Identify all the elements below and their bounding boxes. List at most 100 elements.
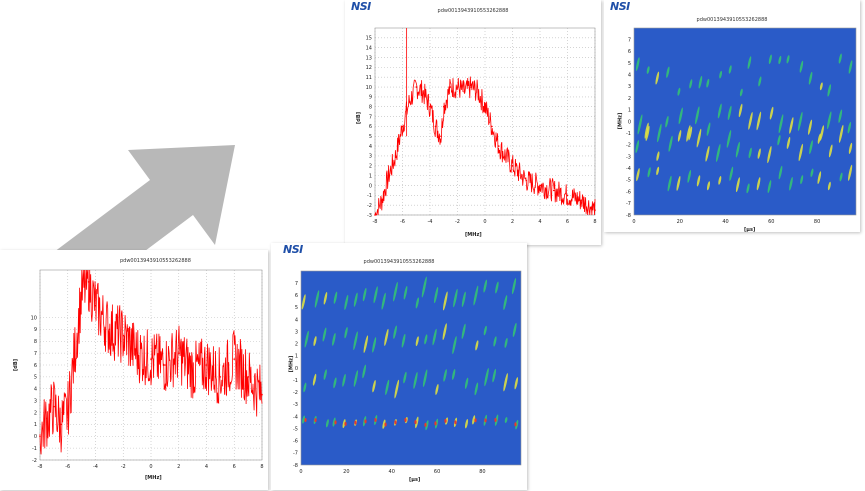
x-tick-label: -4 [93, 464, 98, 470]
heatmap-streak [461, 291, 466, 307]
heatmap-streak [769, 106, 774, 120]
heatmap-hotspot [374, 418, 377, 423]
x-tick-label: 0 [149, 464, 152, 470]
heatmap-streak [635, 57, 640, 71]
x-axis-label: [MHz] [465, 232, 482, 238]
heatmap-streak [304, 330, 309, 348]
y-tick-label: 0 [34, 434, 37, 440]
heatmap-hotspot [514, 422, 517, 427]
y-tick-label: 14 [366, 45, 372, 51]
y-tick-label: -7 [293, 451, 298, 457]
heatmap-hotspot [304, 417, 307, 422]
heatmap-streak [312, 373, 317, 386]
heatmap-streak [717, 103, 722, 119]
x-tick-label: 2 [177, 464, 180, 470]
x-tick-label: 80 [479, 469, 485, 475]
heatmap-streak [786, 55, 790, 64]
heatmap-hotspot [454, 420, 457, 425]
heatmap-streak [514, 377, 519, 390]
y-tick-label: -1 [293, 378, 298, 384]
heatmap-streak [838, 124, 844, 143]
heatmap-streak [729, 166, 734, 181]
heatmap-streak [687, 170, 692, 183]
heatmap-streak [484, 367, 489, 387]
heatmap-streak [372, 379, 376, 393]
y-tick-label: 1 [369, 173, 372, 179]
heatmap-hotspot [404, 417, 407, 422]
y-tick-label: -3 [626, 154, 631, 160]
y-tick-label: 6 [34, 363, 37, 369]
heatmap-streak [515, 419, 519, 430]
x-axis-label: [µs] [409, 477, 421, 483]
heatmap-streak [645, 125, 650, 142]
y-tick-label: 5 [295, 305, 298, 311]
heatmap-streak [667, 175, 672, 192]
heatmap-streak [434, 286, 439, 304]
heatmap-streak [373, 286, 378, 304]
heatmap-streak [838, 109, 843, 123]
heatmap-streak [635, 140, 640, 154]
heatmap-streak [415, 416, 419, 429]
y-tick-label: 1 [295, 354, 298, 360]
heatmap-streak [464, 419, 469, 429]
chart-title: pdw0013943910553262888 [363, 259, 435, 265]
x-tick-label: 6 [566, 219, 569, 225]
heatmap-streak [817, 171, 822, 185]
y-tick-label: 1 [628, 108, 631, 114]
y-tick-label: 6 [628, 49, 631, 55]
y-tick-label: 4 [628, 73, 631, 79]
heatmap-streak [716, 143, 721, 162]
heatmap-streak [688, 126, 693, 141]
heatmap-hotspot [344, 421, 347, 426]
y-tick-label: 7 [34, 351, 37, 357]
y-tick-label: 5 [369, 134, 372, 140]
y-tick-label: 0 [295, 366, 298, 372]
nsi-logo: NSI [283, 243, 303, 256]
heatmap-streak [797, 111, 803, 131]
heatmap-streak [696, 175, 701, 187]
y-tick-label: -7 [626, 201, 631, 207]
x-tick-label: 0 [632, 219, 635, 225]
heatmap-hotspot [494, 417, 497, 422]
heatmap-streak [827, 84, 832, 97]
heatmap-streak [504, 337, 508, 348]
plot-frame [374, 27, 596, 216]
spectrum-plot-top: -8 -6 -4 -2 0 2 4 6 8-3-2-1012345678910111213141… [366, 27, 597, 225]
heatmap-streak [644, 122, 649, 139]
heatmap-streak [332, 417, 336, 427]
heatmap-streak [778, 55, 782, 65]
y-tick-label: 4 [34, 387, 37, 393]
y-tick-label: 9 [369, 95, 372, 101]
heatmap-streak [464, 377, 469, 389]
heatmap-streak [303, 382, 307, 393]
heatmap-streak [739, 88, 743, 97]
heatmap-streak [677, 130, 682, 142]
spectrogram-plot-top: 0 20 40 60 80 -8 -7 -6 -5 -4 -3 -2 -1 0 1 2 3 4 5 6 7 [626, 27, 857, 225]
heatmap-streak [461, 323, 466, 339]
y-tick-label: 12 [366, 65, 372, 71]
heatmap-streak [778, 165, 783, 180]
heatmap-streak [353, 292, 358, 307]
heatmap-streak [799, 60, 804, 73]
heatmap-hotspot [414, 420, 417, 425]
x-tick-label: -8 [38, 464, 43, 470]
heatmap-background [634, 28, 856, 215]
x-tick-label: 4 [538, 219, 541, 225]
heatmap-streak [719, 70, 723, 79]
heatmap-streak [656, 151, 660, 161]
heatmap-streak [363, 335, 369, 353]
heatmap-streak [789, 117, 794, 134]
y-tick-label: 4 [369, 144, 372, 150]
x-tick-label: 0 [299, 469, 302, 475]
heatmap-streak [767, 145, 772, 164]
y-tick-label: -1 [367, 193, 372, 199]
x-tick-label: 40 [389, 469, 395, 475]
y-tick-label: -6 [626, 189, 631, 195]
heatmap-streak [696, 128, 702, 148]
y-tick-label: 3 [34, 398, 37, 404]
heatmap-streak [452, 368, 456, 380]
heatmap-streak [425, 420, 429, 431]
y-tick-label: 0 [628, 119, 631, 125]
x-tick-label: 2 [511, 219, 514, 225]
heatmap-streak [706, 181, 711, 191]
